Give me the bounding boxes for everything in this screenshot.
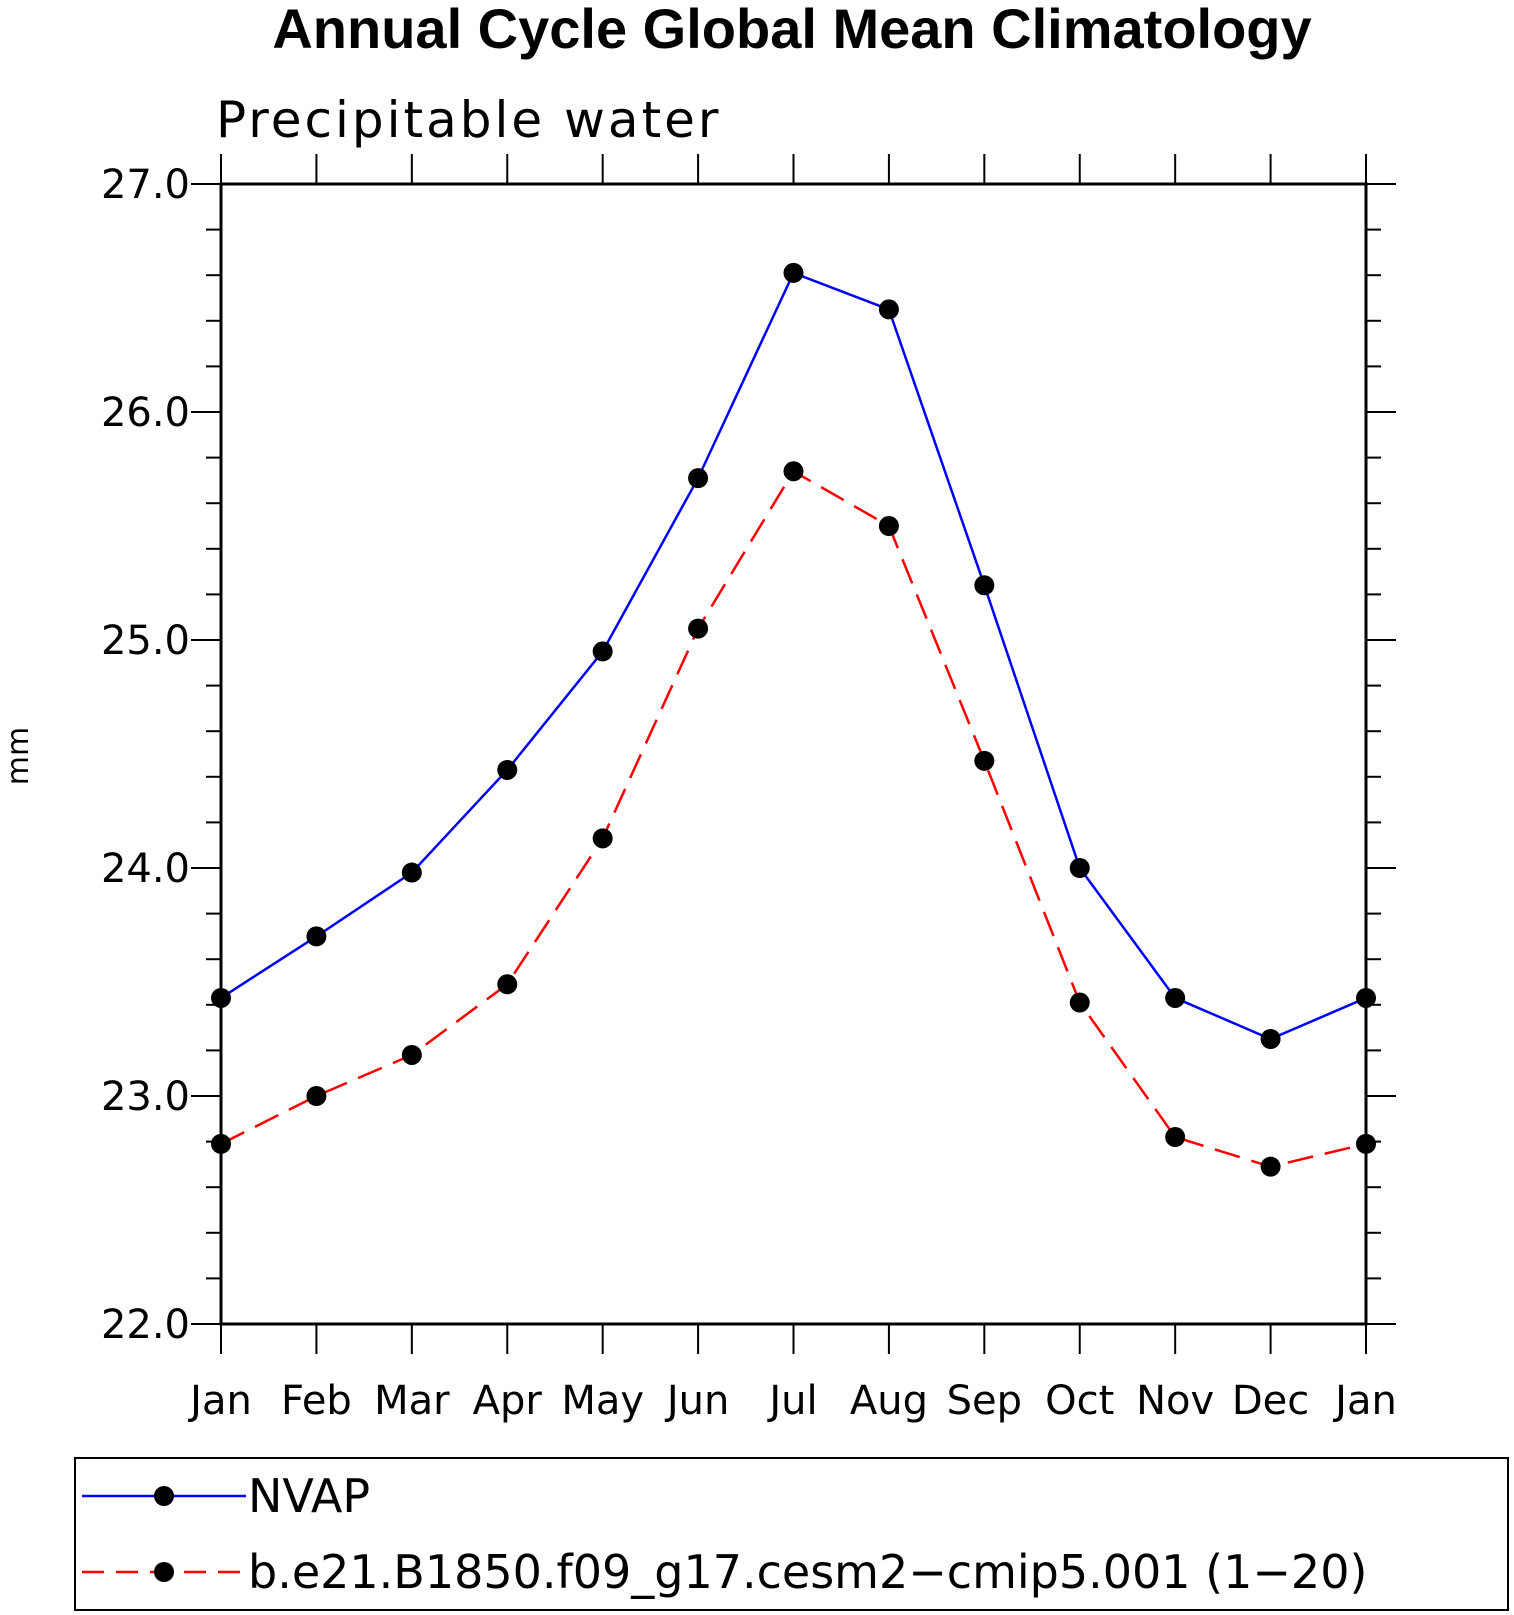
chart-subtitle: Precipitable water (216, 91, 722, 149)
series-point-1 (1260, 1156, 1281, 1177)
series-point-0 (1069, 858, 1090, 878)
x-tick-label: Sep (947, 1378, 1022, 1424)
y-tick-label: 22.0 (101, 1302, 190, 1348)
series-point-0 (1260, 1029, 1281, 1049)
series-point-1 (688, 618, 709, 639)
x-tick-label: Nov (1136, 1378, 1214, 1424)
y-tick-label: 24.0 (101, 846, 190, 892)
chart-title: Annual Cycle Global Mean Climatology (272, 0, 1311, 60)
legend-label-0: NVAP (248, 1469, 370, 1523)
series-point-0 (211, 987, 231, 1008)
series-point-1 (1356, 1133, 1376, 1154)
series-point-1 (1165, 1127, 1186, 1148)
y-axis-label: mm (1, 727, 36, 785)
y-tick-label: 27.0 (101, 162, 190, 208)
series-point-1 (401, 1044, 422, 1065)
x-tick-label: Dec (1232, 1378, 1309, 1424)
x-tick-label: Mar (374, 1378, 450, 1424)
x-tick-label: Jan (187, 1378, 252, 1424)
x-tick-label: Aug (850, 1378, 928, 1424)
series-point-1 (211, 1133, 231, 1154)
series-point-0 (878, 299, 899, 320)
series-point-1 (306, 1086, 327, 1106)
series-point-1 (974, 750, 995, 771)
series-point-1 (1069, 992, 1090, 1013)
series-point-1 (878, 516, 899, 536)
series-point-0 (1356, 987, 1376, 1008)
x-tick-label: Apr (473, 1378, 543, 1424)
x-tick-label: Jan (1332, 1378, 1397, 1424)
series-point-0 (401, 862, 422, 883)
legend-marker-0 (154, 1486, 174, 1506)
series-point-0 (688, 468, 709, 489)
series-layer (211, 262, 1376, 1177)
series-point-0 (783, 262, 804, 283)
y-tick-label: 26.0 (101, 390, 190, 436)
x-tick-label: May (561, 1378, 644, 1424)
series-line-0 (220, 271, 1367, 1041)
legend-label-1: b.e21.B1850.f09_g17.cesm2−cmip5.001 (1−2… (248, 1545, 1367, 1599)
series-point-1 (783, 461, 804, 482)
series-line-1 (220, 469, 1367, 1168)
series-point-0 (497, 759, 518, 780)
series-point-1 (497, 974, 518, 995)
legend: NVAP b.e21.B1850.f09_g17.cesm2−cmip5.001 … (82, 1469, 1367, 1599)
legend-box (74, 1457, 1509, 1611)
series-point-0 (1165, 987, 1186, 1008)
x-tick-label: Feb (281, 1378, 352, 1424)
axes: 22.0 23.0 24.0 25.0 26.0 27.0 Jan Feb Mar Apr May J… (101, 154, 1397, 1424)
legend-marker-1 (154, 1562, 174, 1582)
x-tick-label: Jun (664, 1378, 730, 1424)
series-point-0 (974, 575, 995, 596)
series-point-0 (592, 641, 613, 662)
y-tick-label: 23.0 (101, 1074, 190, 1120)
x-tick-label: Jul (766, 1378, 817, 1424)
series-point-1 (592, 828, 613, 849)
x-tick-label: Oct (1045, 1378, 1114, 1424)
y-tick-label: 25.0 (101, 618, 190, 664)
series-point-0 (306, 926, 327, 947)
plot-frame (219, 182, 1368, 1326)
